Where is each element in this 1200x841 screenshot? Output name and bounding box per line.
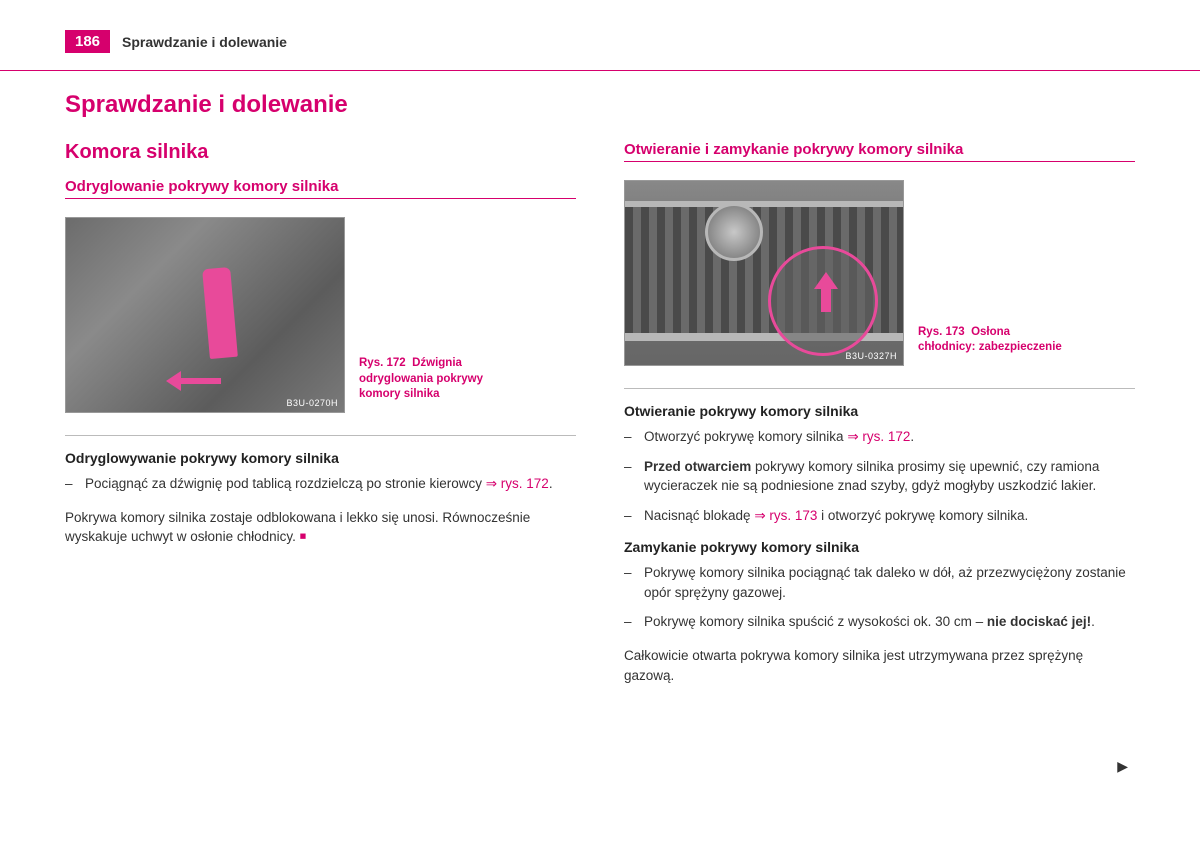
bullet-text: Nacisnąć blokadę ⇒ rys. 173 i otworzyć p… [644, 506, 1135, 526]
dash-icon: – [624, 506, 644, 526]
up-arrow-icon [811, 267, 841, 322]
bullet-text: Otworzyć pokrywę komory silnika ⇒ rys. 1… [644, 427, 1135, 447]
bullet-text: Pokrywę komory silnika spuścić z wysokoś… [644, 612, 1135, 632]
figure-173-image: B3U-0327H [624, 180, 904, 366]
figure-ref: ⇒ rys. 172 [847, 429, 910, 444]
text: Pokrywę komory silnika spuścić z wysokoś… [644, 614, 987, 629]
list-item: – Przed otwarciem pokrywy komory silnika… [624, 457, 1135, 496]
figure-172: B3U-0270H Rys. 172 Dźwignia odryglowania… [65, 217, 576, 413]
continue-arrow-icon: ▶ [1117, 758, 1128, 775]
figure-172-caption: Rys. 172 Dźwignia odryglowania pokrywy k… [359, 356, 509, 413]
text: Pociągnąć za dźwignię pod tablicą rozdzi… [85, 476, 486, 491]
divider [65, 435, 576, 436]
figure-173: B3U-0327H Rys. 173 Osłona chłodnicy: zab… [624, 180, 1135, 366]
divider [624, 388, 1135, 389]
text: . [549, 476, 553, 491]
section-title: Komora silnika [65, 141, 576, 164]
dash-icon: – [624, 563, 644, 602]
figure-172-image: B3U-0270H [65, 217, 345, 413]
list-item: – Pociągnąć za dźwignię pod tablicą rozd… [65, 474, 576, 494]
bullet-text: Pokrywę komory silnika pociągnąć tak dal… [644, 563, 1135, 602]
text: . [910, 429, 914, 444]
dash-icon: – [624, 427, 644, 447]
bullet-text: Pociągnąć za dźwignię pod tablicą rozdzi… [85, 474, 576, 494]
arrow-icon [161, 363, 231, 398]
figure-173-caption: Rys. 173 Osłona chłodnicy: zabezpieczeni… [918, 325, 1068, 366]
end-square-icon: ■ [300, 531, 307, 543]
page-number: 186 [65, 30, 110, 53]
main-title: Sprawdzanie i dolewanie [65, 91, 1135, 119]
para-title-close: Zamykanie pokrywy komory silnika [624, 539, 1135, 555]
left-column: Komora silnika Odryglowanie pokrywy komo… [65, 141, 576, 695]
subsection-title-right: Otwieranie i zamykanie pokrywy komory si… [624, 141, 1135, 162]
list-item: – Pokrywę komory silnika spuścić z wysok… [624, 612, 1135, 632]
lever-icon [202, 267, 238, 359]
figure-code: B3U-0270H [286, 398, 338, 408]
text: Otworzyć pokrywę komory silnika [644, 429, 847, 444]
text: i otworzyć pokrywę komory silnika. [817, 508, 1028, 523]
dash-icon: – [624, 457, 644, 496]
para-title-open: Otwieranie pokrywy komory silnika [624, 403, 1135, 419]
badge-icon [705, 203, 763, 261]
caption-label: Rys. 173 [918, 326, 965, 338]
right-column: Otwieranie i zamykanie pokrywy komory si… [624, 141, 1135, 695]
list-item: – Otworzyć pokrywę komory silnika ⇒ rys.… [624, 427, 1135, 447]
figure-ref: ⇒ rys. 172 [486, 476, 549, 491]
text: . [1091, 614, 1095, 629]
dash-icon: – [624, 612, 644, 632]
header-underline [0, 70, 1200, 71]
header-title: Sprawdzanie i dolewanie [122, 34, 287, 50]
caption-label: Rys. 172 [359, 357, 406, 369]
dash-icon: – [65, 474, 85, 494]
figure-code: B3U-0327H [845, 351, 897, 361]
text: Nacisnąć blokadę [644, 508, 754, 523]
subsection-title-left: Odryglowanie pokrywy komory silnika [65, 178, 576, 199]
para-title-left: Odryglowywanie pokrywy komory silnika [65, 450, 576, 466]
text: Pokrywa komory silnika zostaje odblokowa… [65, 510, 530, 545]
text-bold: nie dociskać jej! [987, 614, 1091, 629]
bullet-text: Przed otwarciem pokrywy komory silnika p… [644, 457, 1135, 496]
page-header: 186 Sprawdzanie i dolewanie [65, 30, 1135, 53]
text-bold: Przed otwarciem [644, 459, 751, 474]
list-item: – Nacisnąć blokadę ⇒ rys. 173 i otworzyć… [624, 506, 1135, 526]
body-text: Pokrywa komory silnika zostaje odblokowa… [65, 508, 576, 547]
figure-ref: ⇒ rys. 173 [754, 508, 817, 523]
body-text: Całkowicie otwarta pokrywa komory silnik… [624, 646, 1135, 685]
latch-circle-icon [768, 246, 878, 356]
list-item: – Pokrywę komory silnika pociągnąć tak d… [624, 563, 1135, 602]
